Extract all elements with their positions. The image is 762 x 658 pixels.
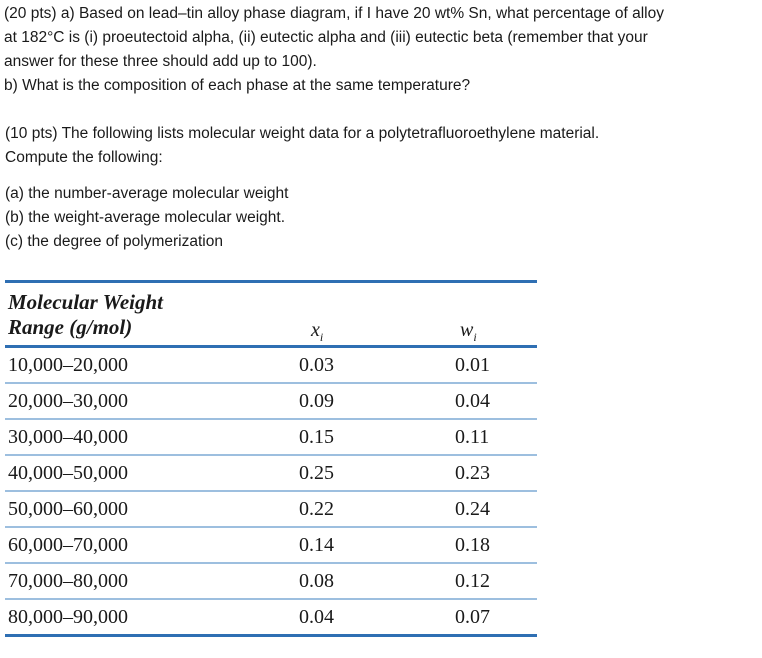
- table-row: 80,000–90,000 0.04 0.07: [5, 600, 537, 637]
- xi-cell: 0.22: [299, 498, 334, 520]
- xi-cell: 0.04: [299, 606, 334, 628]
- header-xi: xi: [311, 319, 323, 345]
- wi-cell: 0.11: [455, 426, 490, 448]
- wi-cell: 0.23: [455, 462, 490, 484]
- table-row: 60,000–70,000 0.14 0.18: [5, 528, 537, 564]
- range-cell: 30,000–40,000: [8, 426, 128, 448]
- question-1-part-b: b) What is the composition of each phase…: [4, 77, 471, 94]
- molecular-weight-table: Molecular Weight Range (g/mol) xi wi 10,…: [5, 280, 537, 637]
- header-wi-subscript: i: [473, 330, 477, 344]
- header-xi-subscript: i: [319, 330, 324, 344]
- header-wi: wi: [460, 319, 477, 345]
- question-2-intro-line: Compute the following:: [5, 149, 163, 166]
- table-header: Molecular Weight Range (g/mol) xi wi: [5, 283, 537, 345]
- header-molecular-weight-range: Molecular Weight Range (g/mol): [8, 290, 163, 340]
- wi-cell: 0.12: [455, 570, 490, 592]
- wi-cell: 0.18: [455, 534, 490, 556]
- header-line-2: Range (g/mol): [8, 315, 133, 339]
- range-cell: 80,000–90,000: [8, 606, 128, 628]
- table-row: 50,000–60,000 0.22 0.24: [5, 492, 537, 528]
- question-2-intro-line: (10 pts) The following lists molecular w…: [5, 125, 600, 142]
- xi-cell: 0.15: [299, 426, 334, 448]
- question-1-line: at 182°C is (i) proeutectoid alpha, (ii)…: [4, 29, 648, 46]
- xi-cell: 0.14: [299, 534, 334, 556]
- xi-cell: 0.08: [299, 570, 334, 592]
- header-line-1: Molecular Weight: [8, 290, 163, 314]
- header-wi-symbol: w: [460, 319, 474, 341]
- table-header-rule: [5, 345, 537, 348]
- question-2-item-c: (c) the degree of polymerization: [5, 233, 223, 250]
- table-row: 20,000–30,000 0.09 0.04: [5, 384, 537, 420]
- wi-cell: 0.07: [455, 606, 490, 628]
- xi-cell: 0.03: [299, 354, 334, 376]
- xi-cell: 0.09: [299, 390, 334, 412]
- question-2: (10 pts) The following lists molecular w…: [5, 122, 755, 254]
- table-row: 40,000–50,000 0.25 0.23: [5, 456, 537, 492]
- range-cell: 20,000–30,000: [8, 390, 128, 412]
- header-xi-symbol: x: [311, 319, 320, 341]
- table-row: 10,000–20,000 0.03 0.01: [5, 348, 537, 384]
- question-1-line: answer for these three should add up to …: [4, 53, 317, 70]
- wi-cell: 0.01: [455, 354, 490, 376]
- xi-cell: 0.25: [299, 462, 334, 484]
- question-1: (20 pts) a) Based on lead–tin alloy phas…: [4, 2, 754, 98]
- range-cell: 10,000–20,000: [8, 354, 128, 376]
- question-2-item-a: (a) the number-average molecular weight: [5, 185, 289, 202]
- table-body: 10,000–20,000 0.03 0.01 20,000–30,000 0.09 0.…: [5, 348, 537, 637]
- table-row: 70,000–80,000 0.08 0.12: [5, 564, 537, 600]
- question-2-item-b: (b) the weight-average molecular weight.: [5, 209, 285, 226]
- wi-cell: 0.04: [455, 390, 490, 412]
- table-row: 30,000–40,000 0.15 0.11: [5, 420, 537, 456]
- range-cell: 40,000–50,000: [8, 462, 128, 484]
- range-cell: 60,000–70,000: [8, 534, 128, 556]
- range-cell: 70,000–80,000: [8, 570, 128, 592]
- range-cell: 50,000–60,000: [8, 498, 128, 520]
- question-1-line: (20 pts) a) Based on lead–tin alloy phas…: [4, 5, 664, 22]
- table-top-rule: [5, 280, 537, 283]
- wi-cell: 0.24: [455, 498, 490, 520]
